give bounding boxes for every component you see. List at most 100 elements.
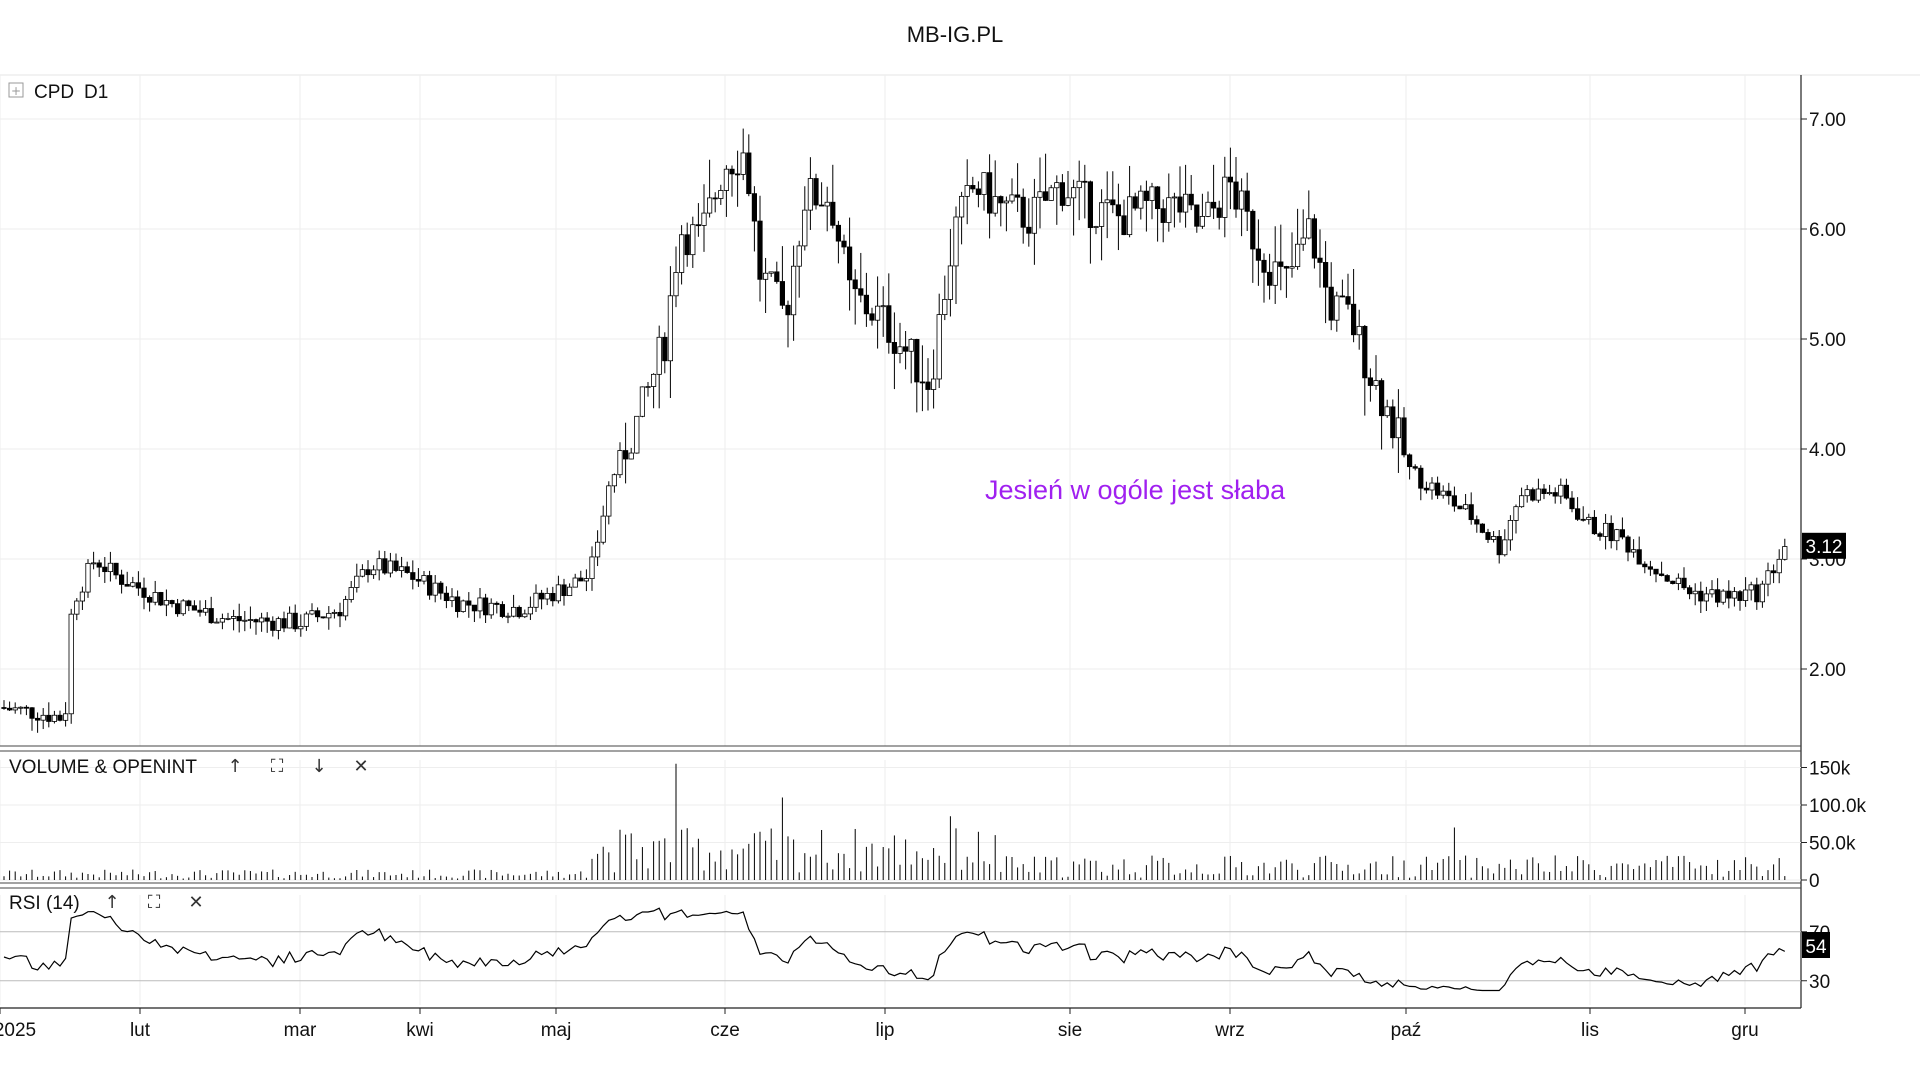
candle-down [1367, 377, 1373, 386]
move-down-icon[interactable]: ↓ [311, 756, 326, 777]
candle-up [298, 625, 304, 630]
candle-up [1586, 516, 1592, 520]
candle-up [1183, 193, 1189, 213]
candle-down [1530, 489, 1536, 501]
candle-up [1205, 201, 1211, 217]
main-panel-header: + CPD D1 [8, 82, 108, 103]
candle-up [1782, 546, 1788, 560]
candle-down [1580, 518, 1586, 521]
price-panel[interactable]: 2.003.004.005.006.007.00 [0, 75, 1846, 746]
candle-up [600, 515, 606, 543]
candle-down [987, 172, 993, 214]
candle-down [1211, 201, 1217, 209]
candle-down [1311, 218, 1317, 259]
x-tick-label: kwi [406, 1020, 433, 1041]
candle-up [376, 558, 382, 571]
candle-up [807, 178, 814, 211]
candle-up [1513, 506, 1519, 521]
candle-down [1575, 508, 1581, 520]
close-icon[interactable]: ✕ [353, 756, 368, 777]
candle-down [863, 294, 870, 315]
candle-up [544, 592, 550, 600]
candle-down [438, 582, 444, 594]
candle-up [1429, 482, 1435, 491]
rsi-move-up-icon[interactable]: ↑ [104, 892, 119, 913]
candle-down [1283, 266, 1289, 269]
candle-down [494, 602, 500, 605]
candle-down [281, 618, 287, 629]
timeframe-label: D1 [84, 82, 108, 103]
candle-down [1642, 563, 1648, 568]
volume-y-tick-label: 150k [1809, 759, 1851, 780]
candle-down [1379, 380, 1385, 417]
candle-down [1110, 199, 1116, 206]
candle-down [1647, 566, 1653, 570]
candle-up [91, 562, 97, 565]
rsi-close-icon[interactable]: ✕ [188, 892, 203, 913]
candle-up [1272, 261, 1278, 286]
x-tick-label: lip [875, 1020, 894, 1041]
candle-up [1709, 589, 1715, 595]
candle-up [1054, 182, 1060, 189]
candle-down [1227, 176, 1233, 183]
candle-up [1356, 325, 1362, 336]
candle-down [320, 616, 326, 619]
candle-up [634, 415, 640, 454]
candle-down [998, 196, 1004, 204]
candle-up [1127, 196, 1133, 236]
maximize-icon[interactable]: ⛶ [271, 756, 284, 777]
candle-up [370, 569, 377, 576]
candle-down [1323, 262, 1329, 288]
candle-down [1059, 182, 1065, 206]
rsi-maximize-icon[interactable]: ⛶ [148, 892, 161, 913]
chart-annotation: Jesień w ogóle jest słaba [985, 475, 1286, 505]
candle-down [1563, 484, 1569, 499]
candle-up [1748, 584, 1754, 591]
rsi-last-value: 54 [1805, 937, 1827, 958]
candle-up [1300, 237, 1306, 245]
price-y-axis: 2.003.004.005.006.007.00 [1801, 110, 1846, 681]
candle-down [1541, 488, 1547, 494]
candle-down [1698, 590, 1704, 602]
candle-up [1463, 504, 1469, 510]
candle-down [578, 577, 584, 582]
candle-down [550, 592, 556, 602]
candle-up [1199, 216, 1205, 227]
candle-up [656, 336, 662, 375]
candle-down [57, 714, 63, 721]
candle-down [813, 178, 819, 206]
candle-down [1255, 248, 1261, 261]
candle-down [1737, 591, 1743, 601]
candle-up [679, 234, 685, 273]
candle-up [1502, 539, 1508, 556]
candle-up [1519, 495, 1525, 508]
candle-up [1440, 490, 1446, 496]
candle-up [1765, 570, 1771, 585]
rsi-panel[interactable]: 3070 [0, 895, 1830, 1005]
candle-up [1603, 522, 1609, 537]
volume-panel[interactable]: 0 50.0k 100.0k 150k [0, 759, 1867, 893]
candle-down [482, 597, 489, 616]
candle-up [354, 575, 360, 588]
candle-down [1401, 417, 1407, 456]
candle-down [1479, 523, 1485, 533]
candle-up [1093, 226, 1099, 228]
rsi-panel-label: RSI (14) [9, 893, 80, 914]
candle-up [1166, 197, 1172, 223]
volume-y-tick-label: 100.0k [1809, 796, 1867, 817]
move-up-icon[interactable]: ↑ [227, 756, 242, 777]
candle-down [1423, 487, 1429, 491]
candle-down [735, 173, 741, 176]
expand-toggle-icon[interactable] [8, 82, 24, 98]
candle-down [746, 152, 752, 195]
candle-up [667, 295, 674, 362]
candle-up [214, 621, 220, 624]
candle-down [365, 569, 371, 576]
candle-up [723, 168, 730, 191]
candle-down [1474, 519, 1480, 525]
price-y-tick-label: 7.00 [1809, 110, 1846, 131]
candle-down [466, 600, 472, 606]
rsi-line [3, 907, 1786, 992]
candle-down [1261, 259, 1267, 273]
candle-down [1412, 466, 1418, 469]
